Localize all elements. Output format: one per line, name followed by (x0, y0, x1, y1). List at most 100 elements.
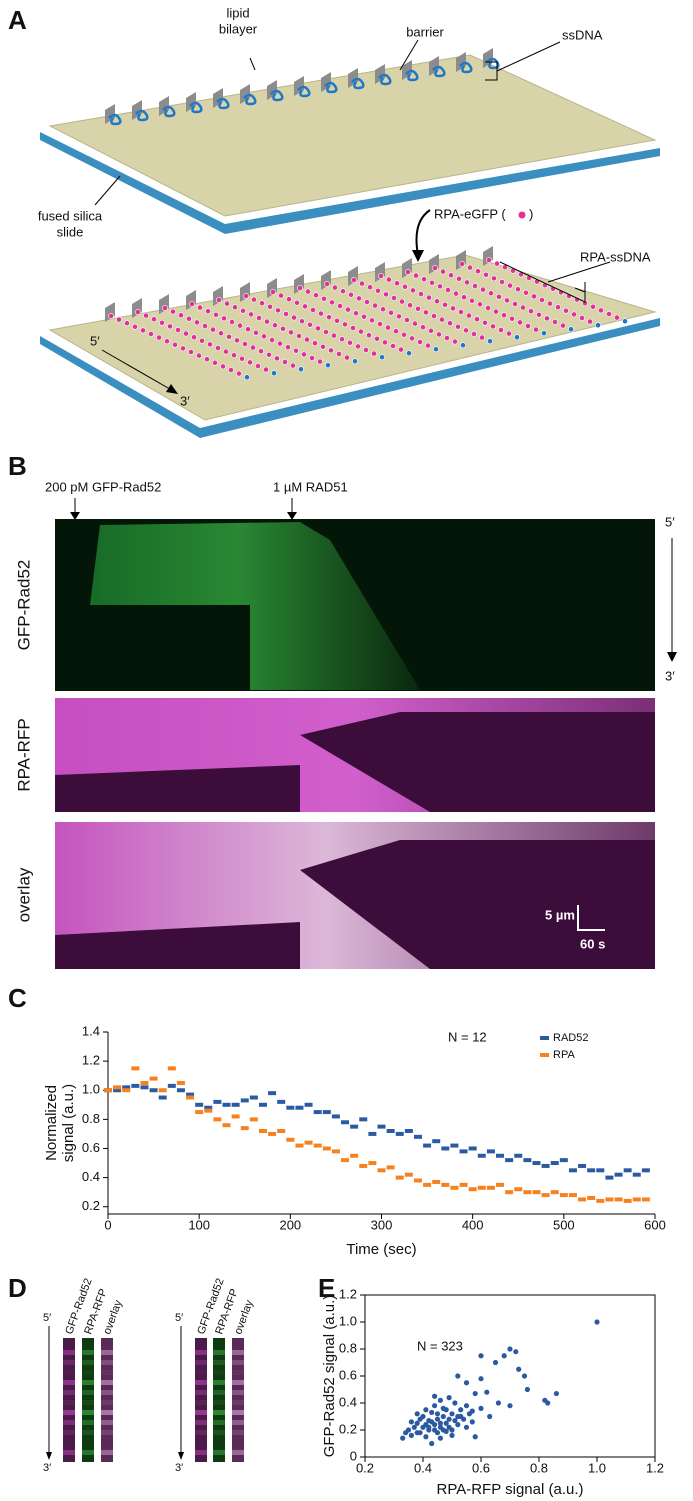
rpa-bead (269, 337, 275, 343)
rpa-bead (544, 315, 550, 322)
rpa-bead (242, 341, 248, 347)
rpa-bead (452, 338, 458, 345)
rpa-bead (491, 275, 497, 282)
rpa-bead (363, 347, 369, 353)
data-point (432, 1427, 438, 1433)
kymo-spot (82, 1450, 94, 1455)
rpa-bead (309, 355, 315, 361)
rpa-bead (108, 313, 114, 319)
kymo-spot (213, 1360, 225, 1365)
rpa-bead (253, 329, 259, 336)
rpa-bead (196, 352, 202, 359)
rpa-bead (234, 337, 240, 344)
rpa-bead (344, 354, 350, 361)
rpa-bead (428, 327, 434, 334)
rpa-bead (369, 317, 375, 324)
rpa-bead (447, 320, 453, 327)
rpa-bead (248, 311, 254, 318)
kymo-spot (213, 1350, 225, 1355)
ssdna-coil (243, 93, 257, 106)
rpa-bead (324, 281, 330, 287)
data-point (492, 1359, 499, 1366)
rpa-bead (340, 288, 346, 295)
rpa-bead (417, 339, 423, 345)
rpa-bead (614, 314, 620, 321)
rpa-bead (224, 300, 230, 307)
rpa-bead (294, 299, 300, 306)
rpa-bead (285, 344, 291, 351)
plot-frame (364, 1294, 656, 1458)
rpa-bead (212, 359, 218, 366)
rpa-bead (183, 330, 189, 337)
kymo-spot (101, 1420, 113, 1425)
kymo-spot (213, 1410, 225, 1415)
rpa-bead (485, 305, 491, 311)
rpa-bead (277, 340, 283, 347)
data-point (469, 1419, 475, 1425)
arrow-head (287, 512, 297, 520)
kymo-spot (101, 1360, 113, 1365)
kymo-spot (213, 1450, 225, 1455)
data-point (463, 1380, 470, 1386)
rpa-bead (132, 323, 138, 330)
rpa-bead (328, 347, 334, 354)
legend-label: RPA (553, 1049, 575, 1061)
rpa-bead (496, 293, 502, 300)
panel-d: D GFP-Rad52RPA-RFPoverlay5′3′GFP-Rad52RP… (8, 1273, 256, 1474)
rpa-bead (539, 297, 545, 303)
rpa-bead (460, 342, 466, 349)
x-tick-label: 1.0 (588, 1460, 606, 1475)
rpa-bead (337, 303, 343, 309)
rpa-bead (437, 283, 443, 290)
x-tick-label: 0.6 (472, 1460, 490, 1475)
rpa-bead (353, 310, 359, 317)
y-tick-label: 0.8 (82, 1111, 100, 1126)
y-tick-label: 0.4 (82, 1169, 100, 1184)
kymo-spot (195, 1450, 207, 1455)
scale-bar (577, 905, 605, 931)
x-tick-label: 1.2 (646, 1460, 664, 1475)
rpa-bead (429, 279, 435, 286)
rpa-bead (388, 309, 394, 316)
rpa-bead (444, 335, 450, 341)
kymo-strip (101, 1338, 113, 1462)
rpa-bead (259, 300, 265, 307)
data-point (446, 1416, 452, 1422)
rpa-bead (426, 294, 432, 301)
rpa-bead (226, 333, 232, 340)
label: RPA-eGFP ( (434, 206, 506, 221)
rpa-bead (164, 338, 170, 345)
rpa-bead (399, 298, 405, 305)
x-tick-label: 300 (371, 1217, 393, 1232)
rpa-bead (264, 318, 270, 325)
rpa-bead (385, 324, 391, 331)
y-tick-label: 0.8 (339, 1340, 357, 1355)
data-point (440, 1413, 446, 1420)
rpa-bead (382, 339, 388, 346)
rpa-bead (483, 271, 489, 278)
rpa-bead (595, 322, 601, 329)
rpa-bead (296, 333, 302, 339)
label: 3′ (43, 1462, 51, 1474)
kymo-spot (213, 1420, 225, 1425)
rpa-bead (488, 290, 494, 297)
rpa-bead (255, 363, 261, 369)
data-point (437, 1397, 443, 1403)
data-point (429, 1419, 435, 1425)
kymo-spot (63, 1410, 75, 1415)
rpa-bead (479, 334, 485, 341)
rpa-bead (221, 315, 227, 322)
rpa-bead (267, 303, 273, 310)
kymograph-signal (55, 698, 655, 812)
kymo-spot (82, 1370, 94, 1375)
panel-letter: A (8, 5, 27, 35)
rpa-bead (278, 292, 284, 299)
y-tick-label: 0.6 (339, 1367, 357, 1382)
rpa-bead (310, 307, 316, 313)
rpa-bead (563, 307, 569, 314)
kymo-spot (101, 1370, 113, 1375)
rpa-bead (390, 343, 396, 349)
rpa-bead (159, 319, 165, 326)
data-point (434, 1411, 441, 1417)
rpa-bead (334, 317, 340, 324)
